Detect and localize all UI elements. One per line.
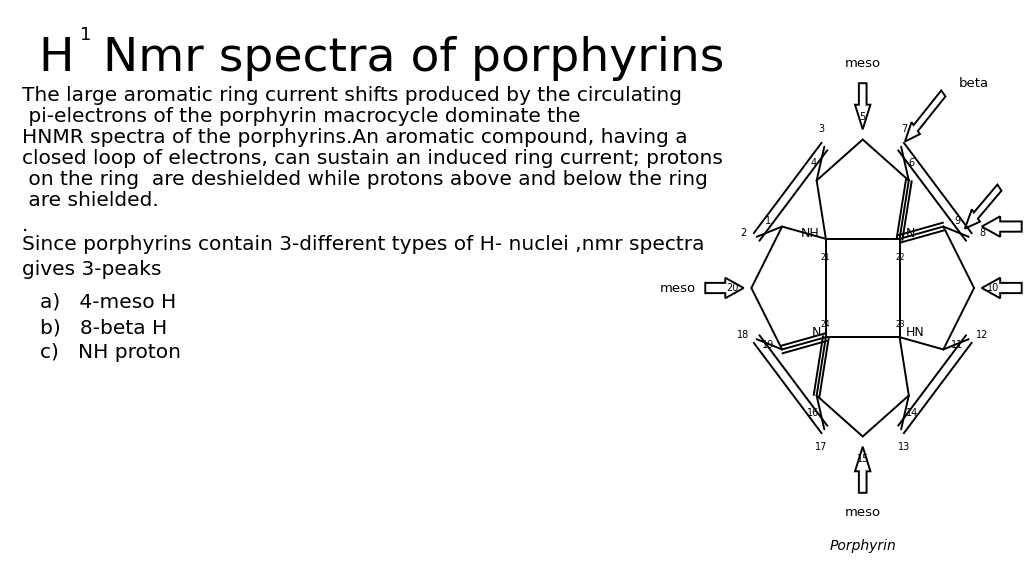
Text: 23: 23 [896, 320, 905, 329]
Text: NH: NH [801, 227, 819, 240]
Text: 5: 5 [859, 112, 866, 122]
Text: H: H [38, 36, 74, 81]
Text: 6: 6 [909, 158, 914, 168]
Text: 3: 3 [818, 124, 824, 134]
Text: 1: 1 [765, 217, 771, 226]
Text: 15: 15 [856, 454, 869, 464]
Text: .: . [22, 216, 29, 235]
Text: 18: 18 [737, 330, 749, 340]
Text: on the ring  are deshielded while protons above and below the ring: on the ring are deshielded while protons… [22, 170, 708, 189]
Text: N: N [906, 227, 915, 240]
Text: Nmr spectra of porphyrins: Nmr spectra of porphyrins [88, 36, 724, 81]
Text: 20: 20 [726, 283, 738, 293]
Text: N: N [812, 325, 821, 339]
Text: Since porphyrins contain 3-different types of H- nuclei ,nmr spectra: Since porphyrins contain 3-different typ… [22, 235, 705, 254]
Text: pi-electrons of the porphyrin macrocycle dominate the: pi-electrons of the porphyrin macrocycle… [22, 107, 581, 126]
Text: are shielded.: are shielded. [22, 191, 159, 210]
Text: 4: 4 [811, 158, 816, 168]
Text: a)   4-meso H: a) 4-meso H [40, 293, 176, 312]
Text: 7: 7 [901, 124, 907, 134]
Text: gives 3-peaks: gives 3-peaks [22, 260, 162, 279]
Text: 14: 14 [906, 408, 918, 418]
Text: 12: 12 [976, 330, 989, 340]
Text: beta: beta [958, 77, 989, 90]
Text: 11: 11 [951, 340, 964, 350]
Text: 13: 13 [898, 442, 910, 452]
Text: The large aromatic ring current shifts produced by the circulating: The large aromatic ring current shifts p… [22, 86, 682, 105]
Text: HNMR spectra of the porphyrins.An aromatic compound, having a: HNMR spectra of the porphyrins.An aromat… [22, 128, 688, 147]
Text: 17: 17 [815, 442, 827, 452]
Text: 8: 8 [980, 228, 985, 238]
Text: 16: 16 [808, 408, 819, 418]
Text: Porphyrin: Porphyrin [829, 539, 896, 553]
Text: c)   NH proton: c) NH proton [40, 343, 181, 362]
Text: meso: meso [659, 282, 696, 294]
Text: b)   8-beta H: b) 8-beta H [40, 318, 167, 337]
Text: 22: 22 [896, 253, 905, 262]
Text: 24: 24 [820, 320, 829, 329]
Text: 10: 10 [987, 283, 999, 293]
Text: 21: 21 [820, 253, 829, 262]
Text: 1: 1 [80, 26, 91, 44]
Text: meso: meso [845, 506, 881, 519]
Text: 2: 2 [739, 228, 746, 238]
Text: HN: HN [906, 325, 925, 339]
Text: 9: 9 [954, 217, 961, 226]
Text: 19: 19 [762, 340, 774, 350]
Text: closed loop of electrons, can sustain an induced ring current; protons: closed loop of electrons, can sustain an… [22, 149, 723, 168]
Text: meso: meso [845, 57, 881, 70]
